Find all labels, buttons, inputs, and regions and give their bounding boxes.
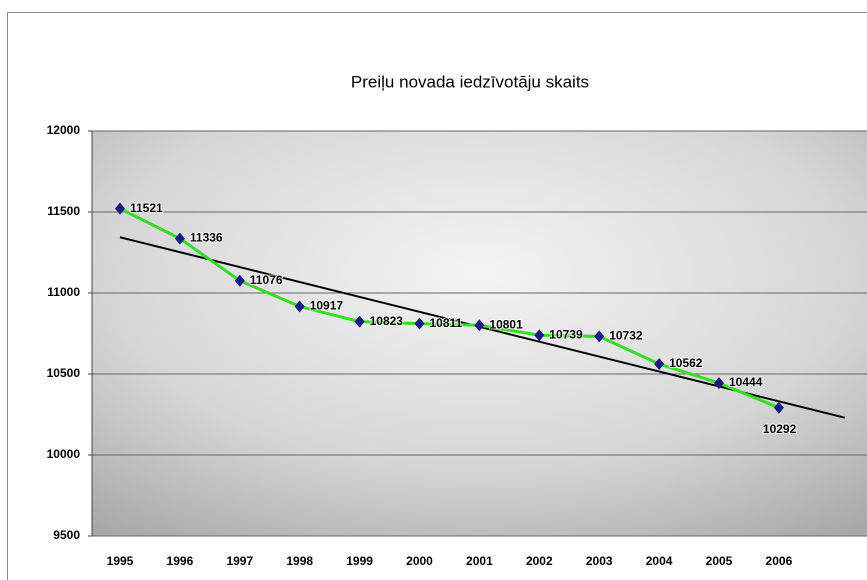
x-tick-label: 2006 [766,554,793,568]
x-tick-label: 1999 [346,554,373,568]
data-label: 10562 [669,356,703,370]
data-label: 10444 [729,375,763,389]
y-tick-label: 10500 [47,366,81,380]
data-label: 10739 [549,327,583,341]
x-tick-label: 1998 [286,554,313,568]
x-tick-label: 2003 [586,554,613,568]
data-label: 11521 [130,201,163,215]
x-tick-label: 2002 [526,554,553,568]
y-tick-label: 12000 [47,123,81,137]
data-label: 11336 [190,231,223,245]
x-tick-label: 1995 [107,554,134,568]
x-tick-label: 2004 [646,554,673,568]
chart: Preiļu novada iedzīvotāju skaits 9500 100… [0,0,867,580]
x-tick-label: 1996 [167,554,194,568]
y-tick-label: 9500 [53,528,80,542]
y-tick-label: 11500 [47,204,80,218]
data-label: 10801 [489,317,523,331]
data-label: 10732 [609,329,643,343]
x-tick-label: 1997 [226,554,253,568]
chart-title: Preiļu novada iedzīvotāju skaits [351,72,589,91]
x-tick-label: 2000 [406,554,433,568]
x-tick-label: 2001 [466,554,493,568]
data-label: 10917 [310,299,344,313]
plot-background [92,131,867,536]
data-label: 11076 [250,273,283,287]
y-tick-label: 10000 [47,447,81,461]
y-tick-label: 11000 [47,285,80,299]
data-label: 10292 [763,422,797,436]
data-label: 10823 [370,314,404,328]
x-tick-label: 2005 [706,554,733,568]
data-label: 10811 [430,316,463,330]
